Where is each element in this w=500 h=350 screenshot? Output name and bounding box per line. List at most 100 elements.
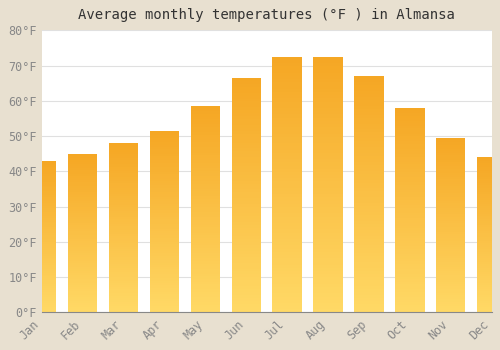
Bar bbox=[314, 248, 343, 252]
Bar bbox=[314, 277, 343, 281]
Bar bbox=[272, 197, 302, 201]
Bar bbox=[109, 158, 138, 160]
Bar bbox=[190, 289, 220, 292]
Bar bbox=[232, 107, 261, 110]
Bar bbox=[272, 162, 302, 166]
Bar bbox=[232, 183, 261, 187]
Bar bbox=[395, 134, 424, 136]
Bar bbox=[109, 222, 138, 224]
Bar bbox=[272, 86, 302, 89]
Bar bbox=[27, 239, 56, 240]
Bar bbox=[436, 232, 466, 234]
Bar bbox=[232, 233, 261, 236]
Bar bbox=[314, 185, 343, 188]
Bar bbox=[314, 255, 343, 258]
Bar bbox=[314, 226, 343, 229]
Bar bbox=[354, 141, 384, 144]
Bar bbox=[232, 90, 261, 93]
Bar bbox=[109, 264, 138, 266]
Bar bbox=[190, 302, 220, 305]
Bar bbox=[190, 134, 220, 137]
Bar bbox=[395, 146, 424, 149]
Bar bbox=[395, 300, 424, 302]
Bar bbox=[232, 292, 261, 295]
Bar bbox=[436, 162, 466, 164]
Bar bbox=[150, 267, 179, 270]
Bar bbox=[68, 197, 98, 199]
Bar bbox=[354, 188, 384, 191]
Bar bbox=[354, 159, 384, 162]
Bar bbox=[354, 162, 384, 165]
Bar bbox=[232, 222, 261, 225]
Bar bbox=[68, 189, 98, 191]
Bar bbox=[190, 266, 220, 269]
Bar bbox=[354, 301, 384, 304]
Bar bbox=[314, 191, 343, 194]
Bar bbox=[477, 196, 500, 198]
Bar bbox=[27, 240, 56, 243]
Bar bbox=[27, 218, 56, 220]
Bar bbox=[436, 158, 466, 160]
Bar bbox=[68, 243, 98, 245]
Bar bbox=[27, 229, 56, 231]
Bar bbox=[314, 118, 343, 121]
Bar bbox=[314, 111, 343, 114]
Bar bbox=[27, 227, 56, 229]
Bar bbox=[436, 221, 466, 223]
Bar bbox=[436, 147, 466, 149]
Bar bbox=[232, 277, 261, 280]
Bar bbox=[436, 306, 466, 308]
Bar bbox=[190, 163, 220, 166]
Bar bbox=[68, 160, 98, 162]
Bar bbox=[190, 155, 220, 158]
Bar bbox=[477, 169, 500, 171]
Bar bbox=[68, 287, 98, 289]
Bar bbox=[68, 229, 98, 231]
Bar bbox=[436, 217, 466, 219]
Bar bbox=[68, 172, 98, 174]
Bar bbox=[314, 134, 343, 137]
Bar bbox=[109, 276, 138, 279]
Bar bbox=[272, 63, 302, 66]
Bar bbox=[109, 209, 138, 211]
Bar bbox=[68, 279, 98, 281]
Bar bbox=[190, 119, 220, 122]
Bar bbox=[232, 148, 261, 151]
Bar bbox=[109, 262, 138, 264]
Bar bbox=[272, 79, 302, 83]
Bar bbox=[395, 292, 424, 295]
Bar bbox=[272, 82, 302, 86]
Bar bbox=[232, 257, 261, 260]
Bar bbox=[150, 222, 179, 224]
Bar bbox=[272, 284, 302, 287]
Bar bbox=[232, 163, 261, 166]
Bar bbox=[150, 190, 179, 192]
Bar bbox=[436, 180, 466, 182]
Bar bbox=[68, 281, 98, 283]
Bar bbox=[190, 158, 220, 160]
Bar bbox=[232, 309, 261, 313]
Bar bbox=[68, 293, 98, 295]
Bar bbox=[68, 245, 98, 247]
Bar bbox=[477, 204, 500, 206]
Bar bbox=[109, 240, 138, 243]
Bar bbox=[477, 214, 500, 216]
Bar bbox=[354, 106, 384, 109]
Bar bbox=[190, 228, 220, 230]
Bar bbox=[232, 175, 261, 178]
Bar bbox=[27, 284, 56, 286]
Bar bbox=[68, 201, 98, 203]
Bar bbox=[354, 76, 384, 79]
Bar bbox=[150, 135, 179, 138]
Bar bbox=[395, 167, 424, 169]
Bar bbox=[477, 178, 500, 181]
Bar bbox=[395, 244, 424, 246]
Bar bbox=[27, 263, 56, 265]
Bar bbox=[109, 200, 138, 203]
Bar bbox=[27, 187, 56, 189]
Bar bbox=[395, 136, 424, 139]
Bar bbox=[477, 171, 500, 173]
Bar bbox=[27, 222, 56, 223]
Bar bbox=[232, 210, 261, 213]
Bar bbox=[314, 242, 343, 245]
